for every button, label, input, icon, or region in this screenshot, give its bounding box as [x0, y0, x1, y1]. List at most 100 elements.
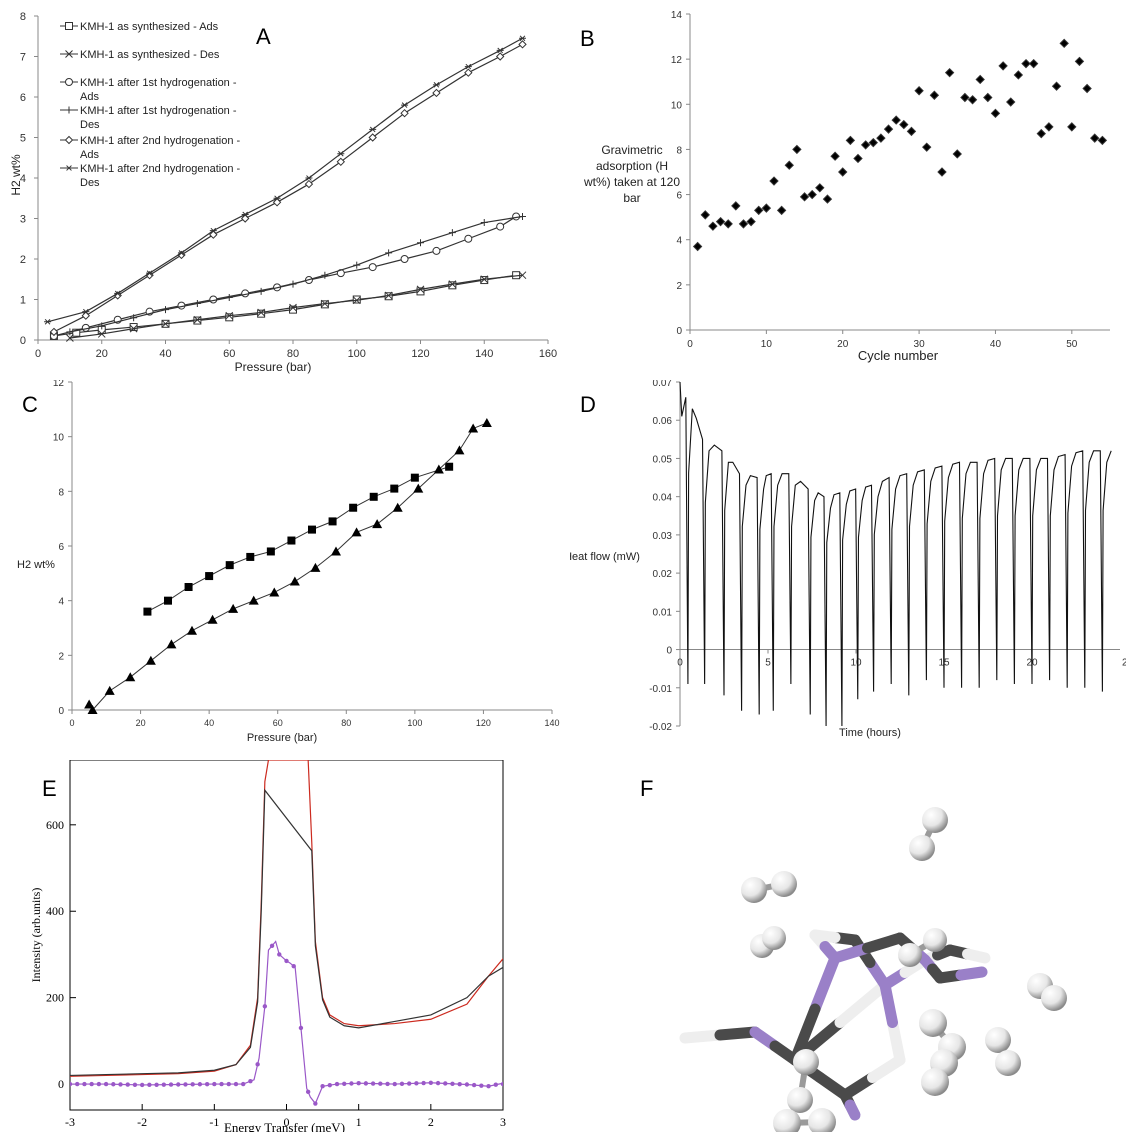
- y-tick-label: 0: [666, 646, 672, 657]
- x-axis-label: Cycle number: [858, 348, 939, 363]
- y-tick-label: 0.07: [653, 380, 673, 389]
- y-tick-label: 2: [20, 254, 26, 266]
- y-axis-label: H2 wt%: [17, 559, 55, 571]
- h2-molecule: [1027, 973, 1067, 1011]
- heat-flow-trace: [679, 381, 1112, 727]
- data-point: [384, 291, 393, 300]
- data-point: [184, 583, 193, 591]
- data-point: [310, 562, 321, 572]
- legend-marker: [64, 135, 74, 145]
- difference-point: [269, 943, 275, 949]
- difference-point: [443, 1081, 448, 1086]
- y-tick-label: 6: [20, 92, 26, 104]
- y-tick-label: 0.03: [653, 531, 673, 542]
- difference-point: [428, 1080, 434, 1085]
- x-tick-label: 10: [761, 339, 773, 350]
- data-point: [187, 625, 197, 635]
- hydrogen-atom: [898, 943, 922, 967]
- difference-point: [262, 1004, 268, 1009]
- y-tick-label: 0.05: [653, 454, 673, 465]
- x-tick-label: 10: [850, 658, 862, 669]
- x-tick-label: 120: [411, 348, 429, 360]
- data-point: [287, 536, 296, 545]
- difference-point: [219, 1081, 224, 1087]
- difference-point: [327, 1082, 332, 1088]
- difference-point: [414, 1081, 419, 1086]
- h2-molecule: [985, 1027, 1021, 1076]
- data-point: [830, 151, 840, 161]
- y-tick-label: 8: [58, 487, 64, 498]
- data-point: [967, 95, 978, 105]
- data-point: [481, 418, 492, 427]
- data-point: [433, 464, 444, 474]
- data-point: [845, 135, 856, 146]
- difference-point: [132, 1082, 138, 1087]
- difference-point: [168, 1082, 174, 1087]
- framework-bond: [862, 932, 906, 954]
- panel-e: E -3 -2 -1 0 1 2 3 0 200 400 600 Energy Transfer (m…: [0, 759, 570, 1135]
- data-point: [225, 561, 234, 570]
- data-point: [401, 102, 409, 108]
- x-tick-label: 20: [96, 348, 108, 360]
- data-point: [331, 546, 341, 556]
- x-tick-label: 20: [837, 339, 849, 350]
- data-point: [164, 596, 172, 605]
- panel-d: D 0510152025-0.02-0.0100.010.020.030.040…: [564, 378, 1126, 760]
- data-point: [776, 205, 787, 216]
- data-point: [1097, 135, 1108, 146]
- difference-point: [226, 1081, 231, 1087]
- data-point: [289, 576, 300, 586]
- difference-point: [154, 1082, 159, 1087]
- data-point: [84, 699, 95, 709]
- data-point: [715, 216, 726, 227]
- framework-bond: [955, 966, 988, 981]
- framework-bond: [789, 1003, 821, 1066]
- data-point: [369, 126, 377, 133]
- y-axis-label: H2 wt%: [9, 154, 23, 196]
- y-axis-label-line: bar: [623, 191, 640, 205]
- legend-marker: [65, 106, 73, 114]
- x-axis-label: Pressure (bar): [247, 732, 317, 744]
- difference-point: [277, 952, 282, 957]
- difference-point: [406, 1081, 412, 1086]
- data-point: [193, 300, 201, 308]
- data-point: [248, 595, 259, 605]
- series-line: [147, 466, 450, 613]
- legend: KMH-1 as synthesized - Ads KMH-1 as synth…: [60, 21, 241, 189]
- data-point: [769, 176, 779, 186]
- difference-point: [248, 1078, 253, 1084]
- data-point: [1090, 133, 1100, 143]
- difference-point: [291, 963, 296, 969]
- x-tick-label: 140: [544, 718, 559, 728]
- x-tick-label: 160: [539, 348, 557, 360]
- data-point: [321, 271, 329, 279]
- difference-point: [103, 1081, 109, 1087]
- data-point: [807, 189, 817, 200]
- data-point: [700, 210, 710, 220]
- data-point: [519, 35, 526, 42]
- data-point: [860, 140, 871, 150]
- difference-point: [421, 1080, 426, 1086]
- legend-marker: [65, 22, 73, 30]
- data-point: [161, 319, 170, 328]
- y-tick-label: 0.02: [653, 569, 673, 580]
- data-point: [81, 311, 91, 320]
- data-point: [193, 315, 202, 324]
- data-point: [738, 219, 749, 229]
- data-point: [822, 194, 833, 204]
- data-point: [983, 92, 993, 103]
- framework-bond: [679, 1029, 726, 1044]
- data-point: [125, 672, 136, 682]
- data-point: [349, 503, 358, 512]
- data-point: [304, 179, 314, 189]
- y-tick-label: 10: [671, 100, 683, 111]
- data-point: [899, 119, 909, 130]
- data-point: [906, 126, 917, 137]
- data-point: [143, 607, 152, 616]
- y-tick-label: 2: [676, 281, 682, 292]
- y-tick-label: 400: [46, 904, 64, 918]
- y-tick-label: 4: [676, 236, 682, 247]
- difference-point: [471, 1082, 477, 1088]
- data-point: [960, 92, 970, 103]
- y-tick-label: 5: [20, 133, 26, 145]
